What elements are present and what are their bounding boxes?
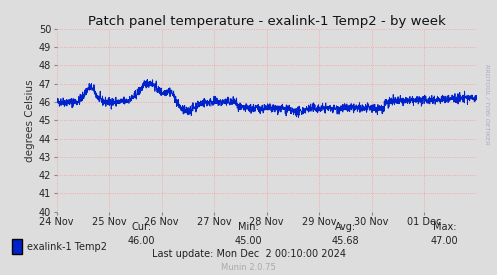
Text: 47.00: 47.00: [431, 236, 459, 246]
Text: Avg:: Avg:: [335, 222, 356, 232]
Text: 46.00: 46.00: [128, 236, 156, 246]
Text: exalink-1 Temp2: exalink-1 Temp2: [27, 242, 107, 252]
Y-axis label: degrees Celsius: degrees Celsius: [24, 79, 35, 162]
Text: 45.00: 45.00: [235, 236, 262, 246]
Text: Munin 2.0.75: Munin 2.0.75: [221, 263, 276, 272]
Text: RRDTOOL / TOBI OETIKER: RRDTOOL / TOBI OETIKER: [485, 64, 490, 145]
Title: Patch panel temperature - exalink-1 Temp2 - by week: Patch panel temperature - exalink-1 Temp…: [88, 15, 445, 28]
Text: 45.68: 45.68: [331, 236, 359, 246]
Text: Cur:: Cur:: [132, 222, 152, 232]
Text: Min:: Min:: [238, 222, 259, 232]
Text: Last update: Mon Dec  2 00:10:00 2024: Last update: Mon Dec 2 00:10:00 2024: [152, 249, 345, 259]
Text: Max:: Max:: [433, 222, 457, 232]
